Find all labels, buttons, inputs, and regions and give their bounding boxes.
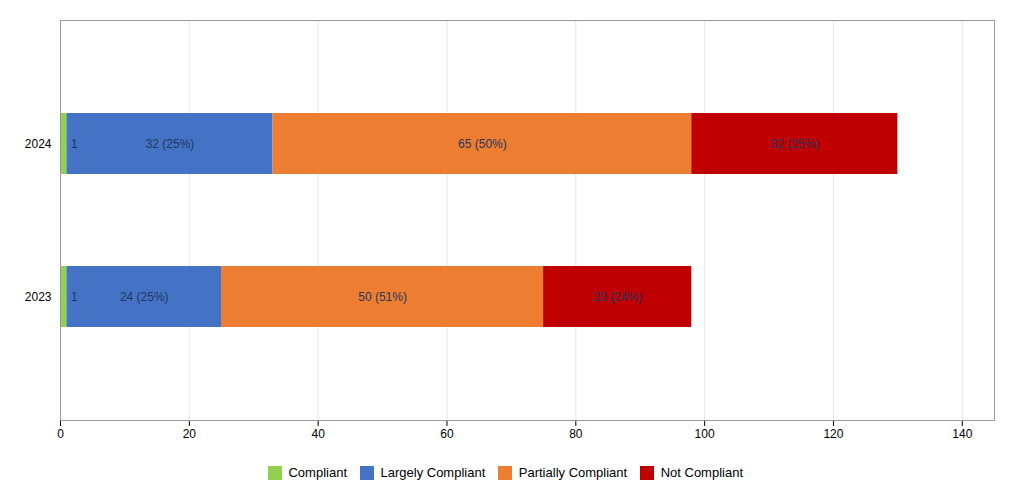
- svg-text:40: 40: [311, 427, 325, 441]
- svg-text:100: 100: [695, 427, 715, 441]
- svg-text:1: 1: [71, 137, 78, 151]
- svg-text:2024: 2024: [25, 137, 52, 151]
- svg-text:0: 0: [57, 427, 64, 441]
- svg-text:32 (25%): 32 (25%): [770, 137, 819, 151]
- svg-text:140: 140: [952, 427, 972, 441]
- svg-text:23 (24%): 23 (24%): [593, 290, 642, 304]
- html-text:Largely Compliant: Largely Compliant: [380, 465, 486, 480]
- svg-text:24 (25%): 24 (25%): [120, 290, 169, 304]
- svg-text:1: 1: [71, 290, 78, 304]
- svg-text:32 (25%): 32 (25%): [146, 137, 195, 151]
- html-text:Not Compliant: Not Compliant: [660, 465, 743, 480]
- html-text:Compliant: Compliant: [288, 465, 347, 480]
- svg-text:2023: 2023: [25, 290, 52, 304]
- svg-text:80: 80: [569, 427, 583, 441]
- html-text:Partially Compliant: Partially Compliant: [518, 465, 628, 480]
- svg-text:65 (50%): 65 (50%): [458, 137, 507, 151]
- svg-text:60: 60: [440, 427, 454, 441]
- svg-text:120: 120: [823, 427, 843, 441]
- svg-text:20: 20: [183, 427, 197, 441]
- svg-text:50 (51%): 50 (51%): [358, 290, 407, 304]
